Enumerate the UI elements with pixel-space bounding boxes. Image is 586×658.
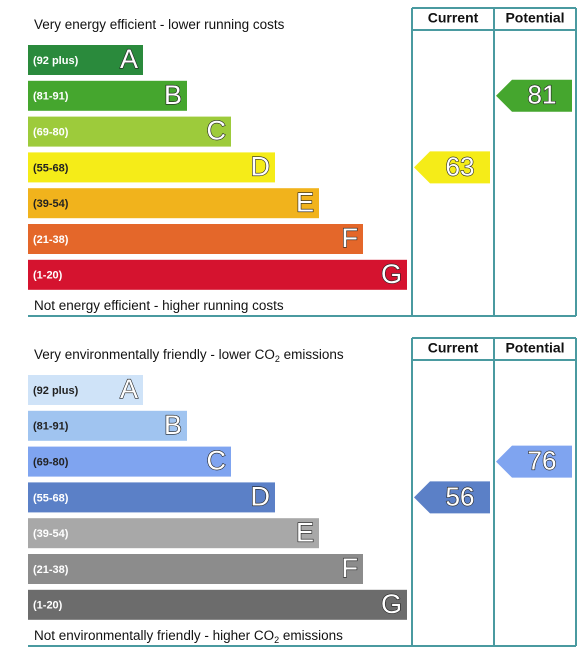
band-bar — [28, 45, 143, 75]
band-range: (1-20) — [33, 270, 63, 282]
rating-value: 76 — [528, 445, 557, 475]
label-part: 2 — [274, 635, 279, 645]
band-bar — [28, 410, 187, 441]
label-part: 2 — [275, 354, 280, 364]
band-bar — [28, 152, 275, 183]
panel-label: Not environmentally friendly - higher CO… — [34, 628, 343, 646]
label-part: Very energy efficient - lower running co… — [34, 17, 285, 32]
band-range: (81-91) — [33, 421, 69, 433]
rating-value: 63 — [446, 151, 475, 181]
band-bar — [28, 188, 319, 219]
band-letter: C — [207, 446, 227, 476]
label-part: Very environmentally friendly - lower CO — [34, 347, 275, 362]
band-bar — [28, 80, 187, 111]
band-letter: D — [251, 482, 271, 512]
band-range: (81-91) — [33, 91, 69, 103]
band-range: (1-20) — [33, 600, 63, 612]
rating-arrow — [414, 151, 490, 184]
band-letter: G — [381, 259, 402, 289]
band-letter: C — [207, 116, 227, 146]
rating-arrow — [496, 445, 572, 478]
band-range: (21-38) — [33, 564, 69, 576]
band-range: (39-54) — [33, 198, 69, 210]
band-letter: A — [120, 374, 138, 404]
rating-arrow — [414, 481, 490, 514]
band-range: (21-38) — [33, 234, 69, 246]
band-bar — [28, 116, 231, 147]
band-bar — [28, 554, 363, 584]
band-letter: E — [296, 517, 314, 547]
panel-label: Very environmentally friendly - lower CO… — [34, 347, 344, 365]
band-range: (69-80) — [33, 127, 69, 139]
header-current: Current — [428, 340, 479, 356]
band-letter: B — [164, 410, 182, 440]
band-letter: F — [342, 223, 359, 253]
panel-label: Not energy efficient - higher running co… — [34, 298, 284, 313]
header-potential: Potential — [505, 10, 564, 26]
band-range: (39-54) — [33, 528, 69, 540]
band-letter: F — [342, 553, 359, 583]
band-range: (55-68) — [33, 492, 69, 504]
band-bar — [28, 375, 143, 405]
band-bar — [28, 589, 407, 620]
label-part: emissions — [280, 347, 344, 362]
rating-value: 81 — [528, 80, 557, 110]
rating-arrow — [496, 79, 572, 112]
band-range: (55-68) — [33, 162, 69, 174]
band-range: (92 plus) — [33, 55, 79, 67]
band-letter: D — [251, 152, 271, 182]
band-bar — [28, 259, 407, 290]
header-potential: Potential — [505, 340, 564, 356]
label-part: Not energy efficient - higher running co… — [34, 298, 284, 313]
label-part: emissions — [279, 628, 343, 643]
header-current: Current — [428, 10, 479, 26]
band-letter: B — [164, 80, 182, 110]
label-part: Not environmentally friendly - higher CO — [34, 628, 274, 643]
band-bar — [28, 482, 275, 513]
rating-value: 56 — [446, 481, 475, 511]
band-letter: A — [120, 44, 138, 74]
band-bar — [28, 518, 319, 549]
band-range: (69-80) — [33, 457, 69, 469]
band-range: (92 plus) — [33, 385, 79, 397]
band-bar — [28, 224, 363, 254]
band-bar — [28, 446, 231, 477]
band-letter: E — [296, 187, 314, 217]
panel-label: Very energy efficient - lower running co… — [34, 17, 285, 32]
band-letter: G — [381, 589, 402, 619]
